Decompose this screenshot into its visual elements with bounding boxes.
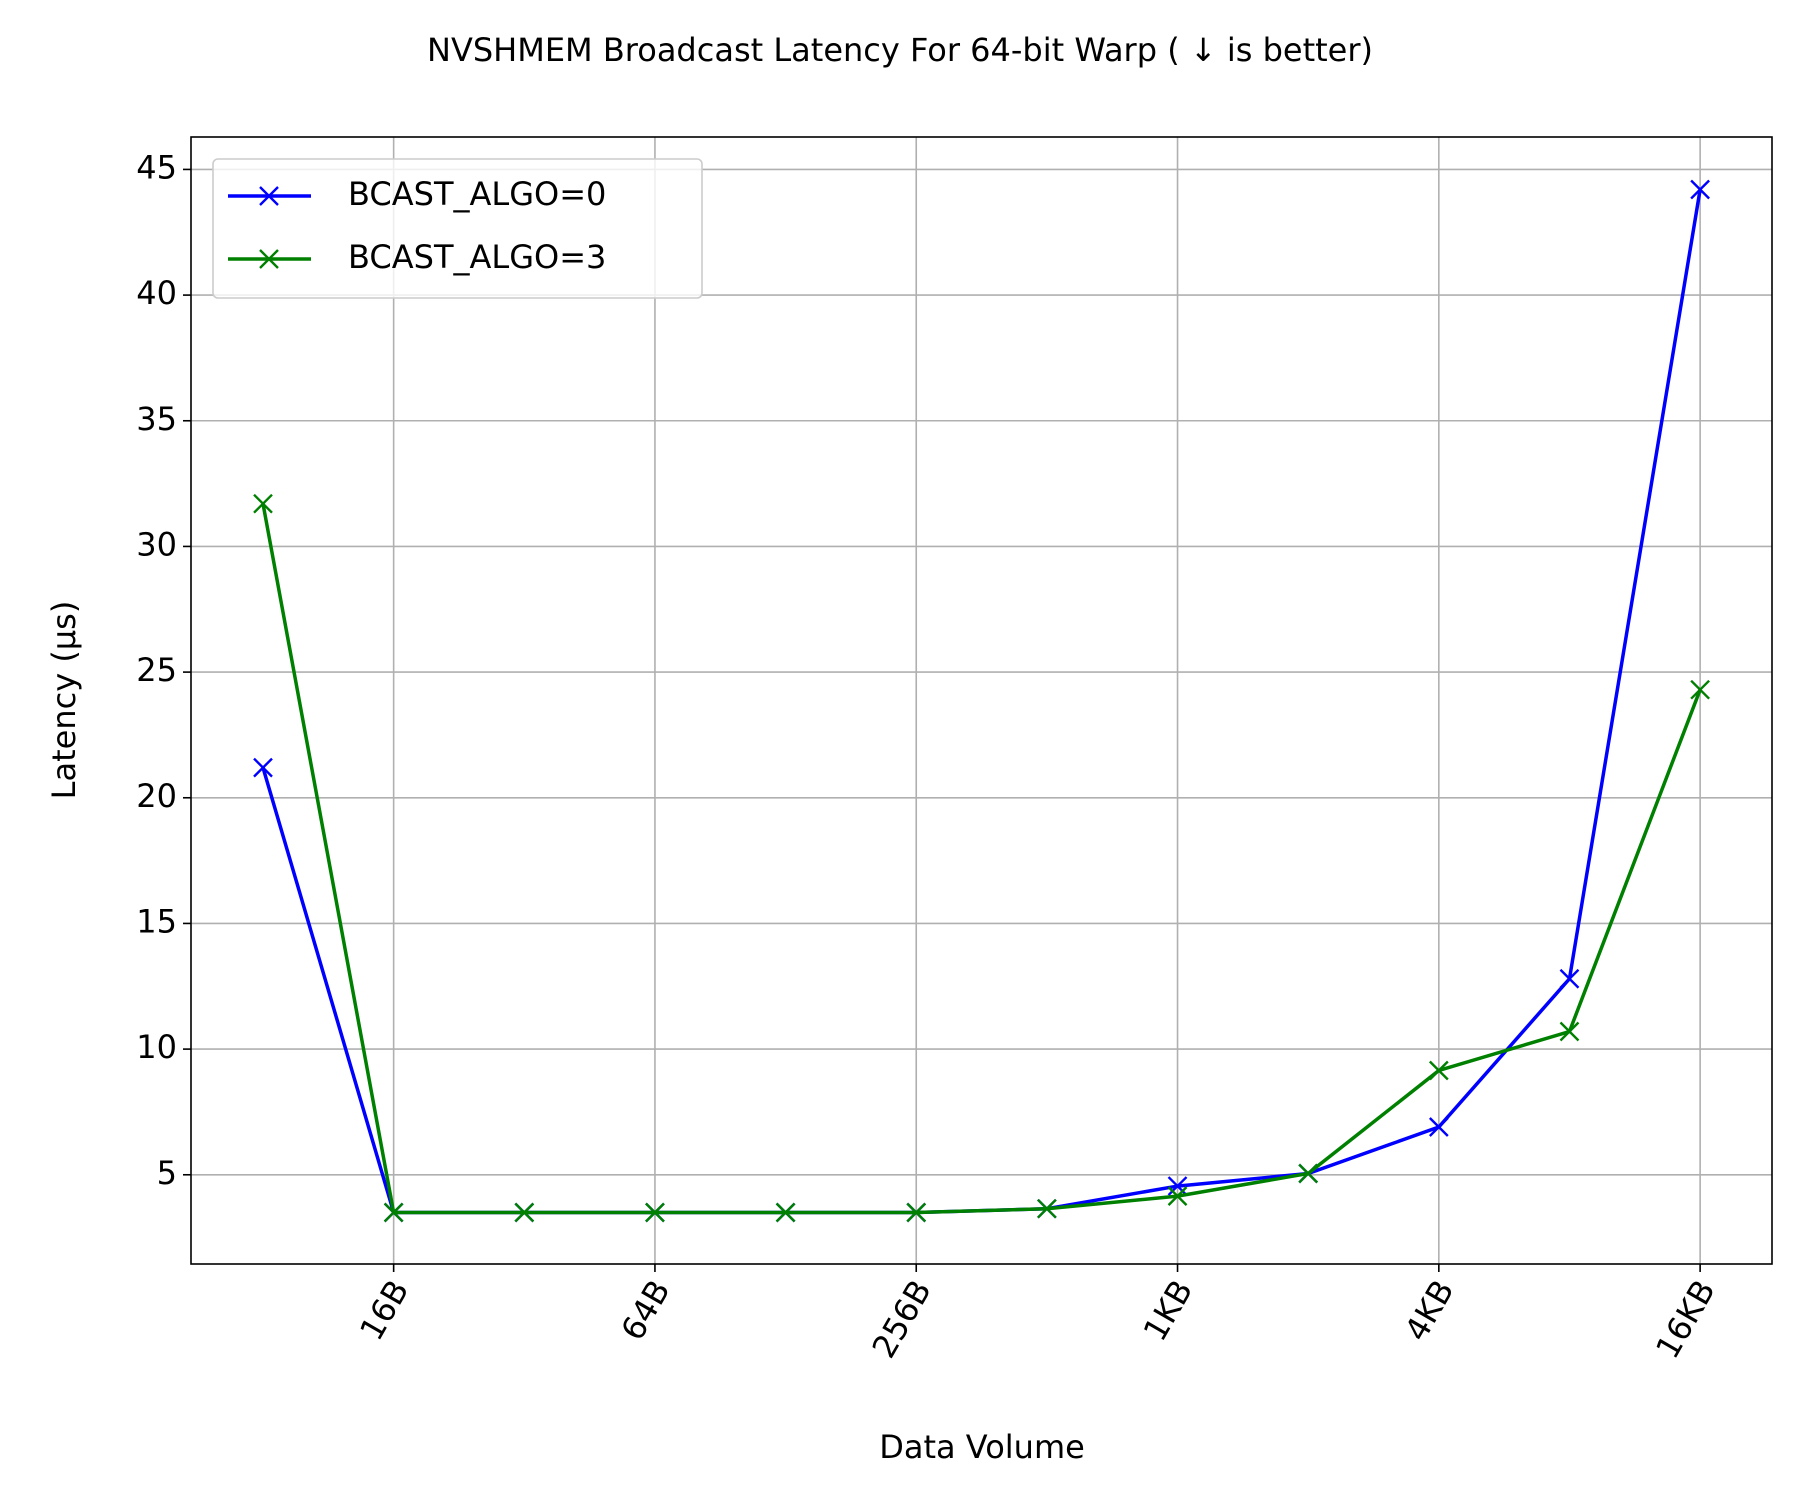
x-tick-label: 64B [613, 1274, 677, 1347]
series-line [261, 503, 1702, 1215]
y-axis-label: Latency (μs) [45, 601, 83, 800]
legend-marker [259, 186, 279, 206]
y-tick-label: 25 [136, 651, 177, 689]
data-point [906, 1202, 927, 1223]
data-point [1559, 1021, 1580, 1042]
plot-frame [190, 136, 1773, 1265]
data-point [1559, 968, 1580, 989]
y-tick-label: 15 [136, 902, 177, 940]
data-point [383, 1202, 404, 1223]
data-point [645, 1202, 665, 1223]
legend-label: BCAST_ALGO=3 [348, 238, 606, 276]
data-point [1428, 1060, 1449, 1081]
data-point [1167, 1176, 1188, 1196]
x-tick-label: 256B [865, 1274, 939, 1365]
y-tick-label: 20 [136, 777, 177, 815]
data-point [1298, 1163, 1319, 1184]
x-tick-label: 16B [352, 1274, 416, 1347]
x-axis-label: Data Volume [879, 1428, 1085, 1466]
y-tick-label: 45 [136, 148, 177, 186]
data-point [1690, 679, 1710, 700]
data-point [1037, 1198, 1057, 1219]
legend-marker [259, 249, 279, 269]
legend-label: BCAST_ALGO=0 [348, 175, 606, 213]
y-tick-label: 30 [136, 525, 177, 563]
y-tick-label: 40 [136, 274, 177, 312]
x-tick-label: 1KB [1136, 1274, 1201, 1348]
data-point [1167, 1186, 1188, 1206]
data-point [775, 1202, 796, 1223]
x-tick-label: 4KB [1397, 1274, 1462, 1348]
y-tick-label: 5 [157, 1154, 177, 1192]
data-point [1428, 1117, 1449, 1137]
data-point [253, 493, 273, 514]
y-tick-label: 35 [136, 400, 177, 438]
data-point [253, 757, 273, 778]
y-tick-label: 10 [136, 1028, 177, 1066]
legend: BCAST_ALGO=0 BCAST_ALGO=3 [212, 158, 703, 299]
legend-frame [212, 158, 703, 299]
data-point [514, 1202, 535, 1223]
series-line [261, 189, 1702, 1215]
chart-title: NVSHMEM Broadcast Latency For 64-bit War… [427, 31, 1373, 69]
x-tick-label: 16KB [1648, 1274, 1723, 1365]
data-point [1690, 179, 1710, 200]
